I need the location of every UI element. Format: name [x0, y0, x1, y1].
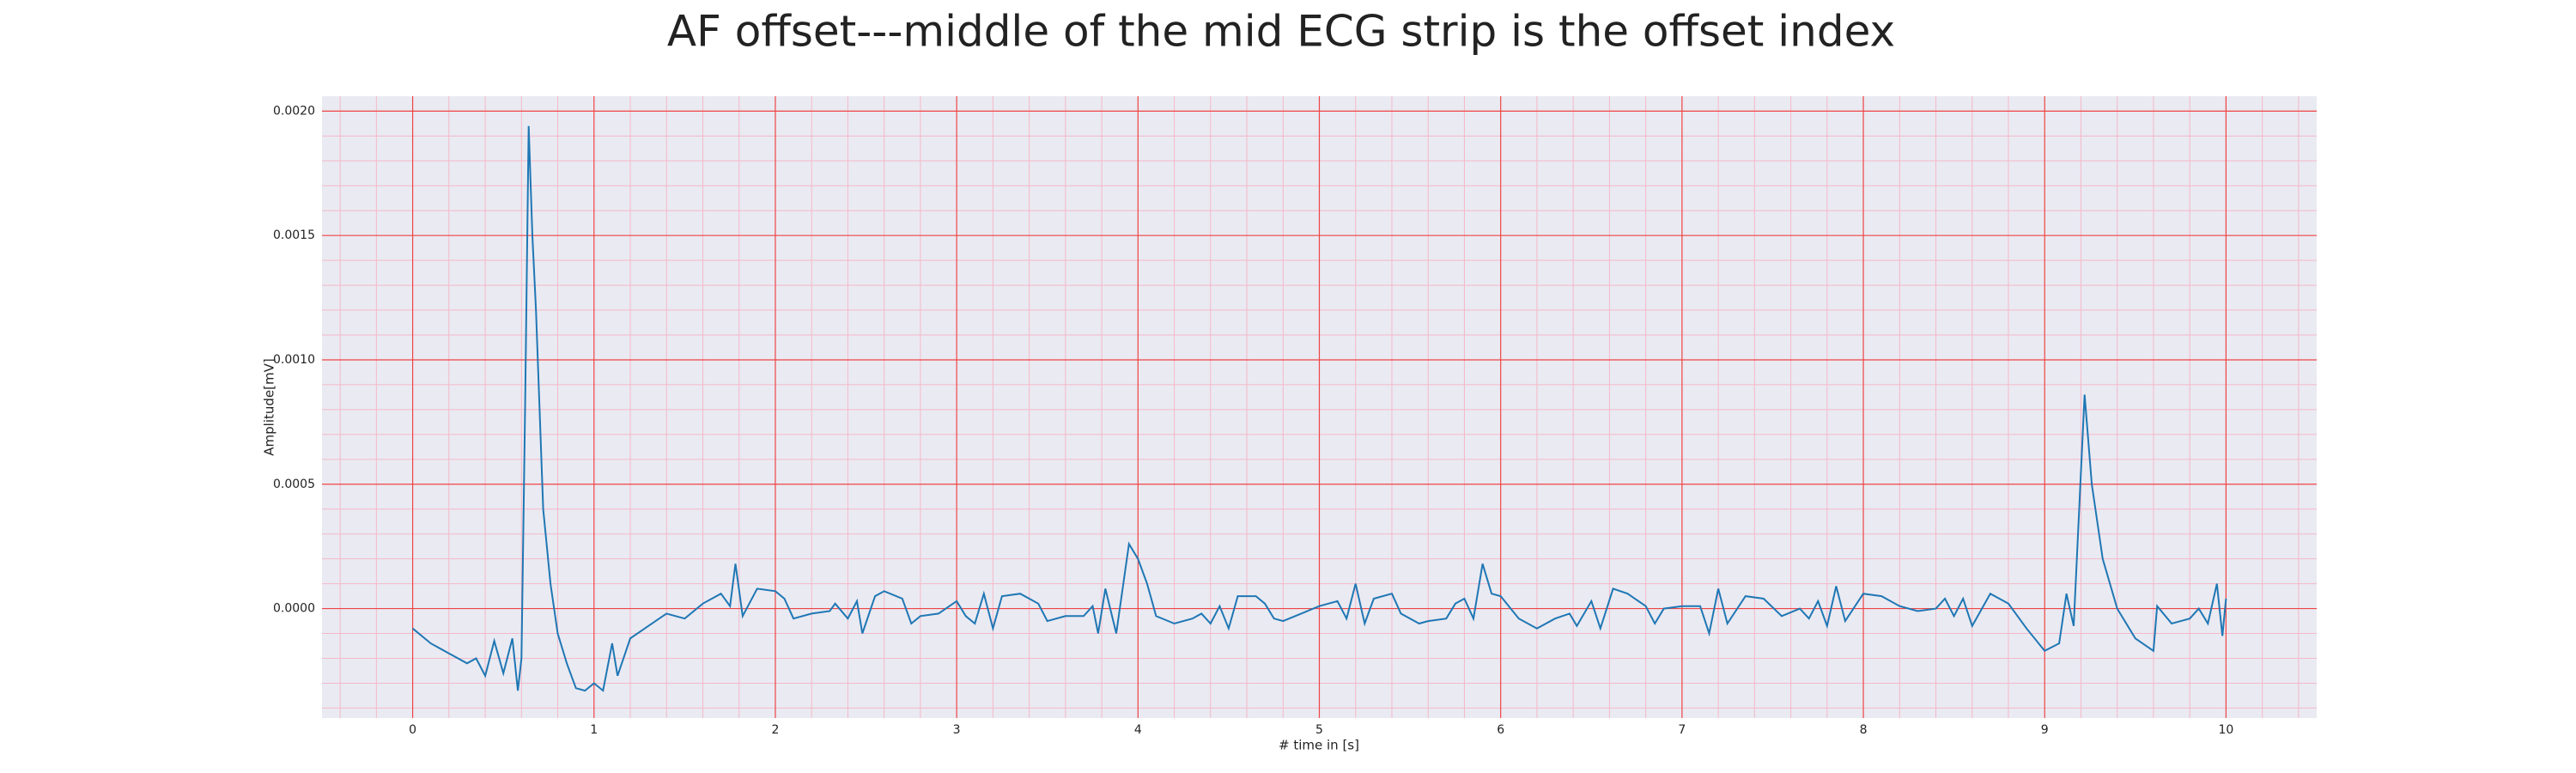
y-axis-label: Amplitude[mV] [262, 358, 277, 455]
y-tick-label: 0.0005 [273, 478, 315, 491]
y-tick-label: 0.0015 [273, 228, 315, 242]
x-tick-label: 6 [1497, 723, 1504, 737]
x-tick-label: 1 [590, 723, 598, 737]
y-tick-label: 0.0020 [273, 104, 315, 118]
x-tick-label: 4 [1134, 723, 1142, 737]
line-series [411, 125, 2227, 692]
chart-title: AF offset---middle of the mid ECG strip … [667, 7, 1895, 57]
y-tick-label: 0.0010 [273, 353, 315, 367]
x-tick-label: 3 [953, 723, 961, 737]
x-tick-label: 5 [1315, 723, 1323, 737]
x-axis-label: # time in [s] [1279, 738, 1359, 753]
x-tick-label: 7 [1678, 723, 1686, 737]
x-tick-label: 10 [2218, 723, 2233, 737]
x-tick-label: 2 [771, 723, 779, 737]
y-tick-label: 0.0000 [273, 602, 315, 616]
x-tick-label: 0 [409, 723, 416, 737]
x-tick-label: 8 [1860, 723, 1868, 737]
x-tick-label: 9 [2041, 723, 2049, 737]
